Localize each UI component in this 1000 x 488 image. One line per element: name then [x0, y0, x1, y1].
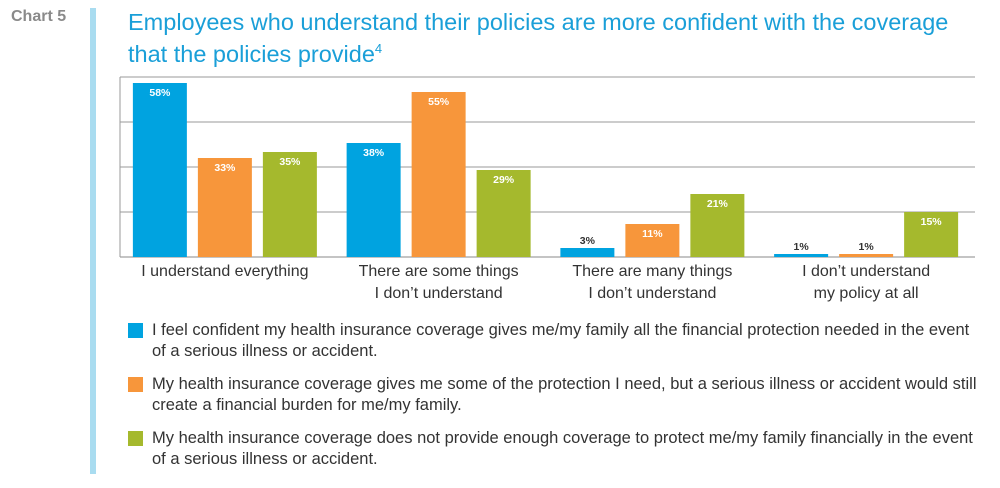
category-label: I don’t understand	[375, 285, 503, 302]
legend: I feel confident my health insurance cov…	[128, 320, 978, 482]
bar-value-label: 35%	[279, 156, 301, 168]
legend-item: I feel confident my health insurance cov…	[128, 320, 978, 362]
chart-title: Employees who understand their policies …	[128, 6, 988, 70]
legend-swatch	[128, 323, 143, 338]
bar-chart: 58% 33% 35% I understand everything 38% 55% 29…	[119, 76, 975, 302]
bar-value-label: 33%	[214, 162, 236, 174]
legend-label: My health insurance coverage does not pr…	[152, 429, 973, 468]
bar	[560, 248, 615, 257]
bar	[262, 152, 317, 257]
bar	[690, 194, 745, 257]
bar	[625, 224, 680, 257]
category-label: my policy at all	[814, 285, 919, 302]
legend-item: My health insurance coverage does not pr…	[128, 428, 978, 470]
category-label: There are many things	[572, 263, 732, 280]
category-label: I don’t understand	[588, 285, 716, 302]
legend-item: My health insurance coverage gives me so…	[128, 374, 978, 416]
legend-label: I feel confident my health insurance cov…	[152, 321, 970, 360]
legend-label: My health insurance coverage gives me so…	[152, 375, 977, 414]
bar-value-label: 11%	[642, 228, 663, 240]
legend-swatch	[128, 377, 143, 392]
bar	[476, 170, 531, 257]
bar	[904, 212, 959, 257]
bar	[132, 83, 187, 257]
bar	[411, 92, 466, 257]
bar-value-label: 38%	[363, 147, 385, 159]
chart-title-text: Employees who understand their policies …	[128, 9, 949, 67]
bar-value-label: 29%	[493, 174, 515, 186]
bar	[839, 254, 894, 257]
legend-swatch	[128, 431, 143, 446]
chart-number-label: Chart 5	[11, 8, 67, 25]
bar-value-label: 15%	[921, 216, 943, 228]
bar-value-label: 55%	[428, 96, 450, 108]
bar	[346, 143, 401, 257]
bar-value-label: 21%	[707, 198, 729, 210]
bar-value-label: 3%	[580, 235, 596, 247]
category-label: I understand everything	[141, 263, 308, 280]
bar-value-label: 1%	[859, 241, 875, 253]
bar	[774, 254, 829, 257]
accent-bar	[90, 8, 96, 474]
bar-value-label: 1%	[794, 241, 810, 253]
title-footnote: 4	[374, 41, 383, 57]
bar	[197, 158, 252, 257]
bar-value-label: 58%	[149, 87, 171, 99]
category-label: There are some things	[359, 263, 519, 280]
category-label: I don’t understand	[802, 263, 930, 280]
